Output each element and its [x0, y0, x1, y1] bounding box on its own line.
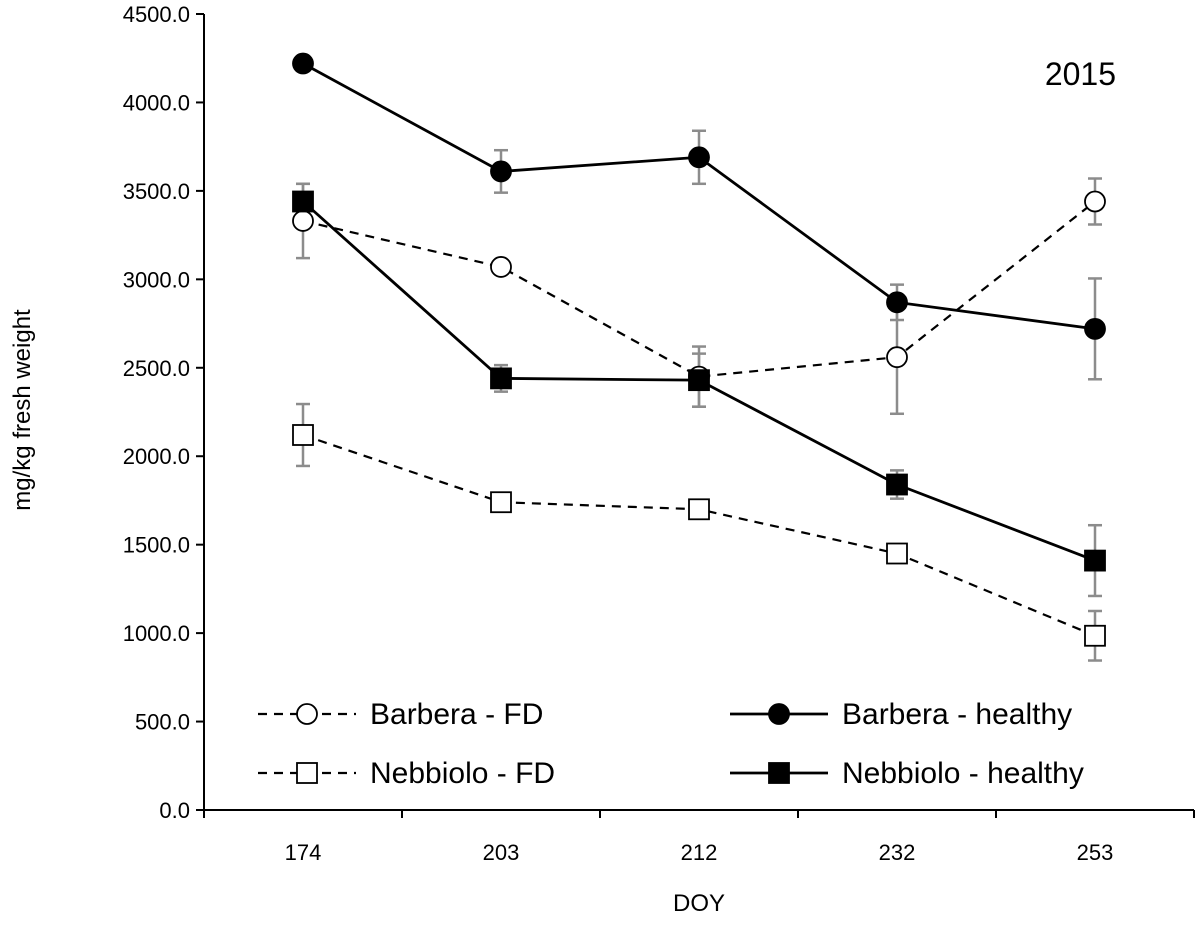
nebbiolo-fd-line	[302, 433, 1096, 637]
legend-label: Nebbiolo - FD	[370, 757, 555, 790]
y-axis-title: mg/kg fresh weight	[9, 309, 36, 511]
barbera-healthy-point	[490, 160, 512, 183]
x-tick-label: 212	[681, 840, 718, 865]
x-axis-title: DOY	[673, 890, 725, 917]
barbera-healthy-point	[886, 291, 908, 314]
legend-label: Barbera - FD	[370, 698, 543, 731]
barbera-healthy-point	[292, 52, 314, 75]
y-tick-label: 2000.0	[123, 444, 190, 469]
barbera-fd-point	[1084, 190, 1106, 213]
nebbiolo-fd-point	[292, 424, 314, 446]
nebbiolo-fd-point	[688, 498, 710, 521]
legend-entry-nebbiolo-healthy: Nebbiolo - healthy	[730, 757, 1084, 790]
barbera-healthy-line	[302, 62, 1096, 331]
nebbiolo-fd-point	[490, 491, 512, 514]
y-tick-label: 3500.0	[123, 179, 190, 204]
barbera-fd-point	[886, 346, 908, 369]
barbera-fd-line	[302, 200, 1096, 378]
y-tick-label: 1500.0	[123, 533, 190, 558]
year-annotation: 2015	[1045, 56, 1116, 92]
nebbiolo-healthy-point	[886, 473, 908, 496]
legend-marker	[768, 762, 790, 784]
legend-entry-barbera-fd: Barbera - FD	[258, 698, 543, 731]
chart-text: 2015 DOY mg/kg fresh weight	[9, 56, 1116, 917]
nebbiolo-healthy-point	[688, 369, 710, 392]
nebbiolo-healthy-point	[292, 190, 314, 213]
nebbiolo-fd-point	[1084, 624, 1106, 647]
barbera-healthy-point	[688, 146, 710, 169]
y-tick-label: 0.0	[159, 798, 190, 823]
x-tick-label: 174	[285, 840, 322, 865]
nebbiolo-healthy-point	[490, 367, 512, 390]
barbera-healthy-point	[1084, 317, 1106, 340]
axes: 0.0 500.0 1000.0 1500.0 2000.0 2500.0 3000.0 35…	[123, 2, 1195, 865]
barbera-fd-point	[292, 210, 314, 232]
series-markers	[292, 52, 1106, 647]
legend-marker	[296, 703, 318, 725]
y-tick-label: 4000.0	[123, 90, 190, 115]
legend-entry-barbera-healthy: Barbera - healthy	[730, 698, 1072, 731]
y-tick-label: 3000.0	[123, 267, 190, 292]
legend-label: Nebbiolo - healthy	[842, 757, 1084, 790]
legend-label: Barbera - healthy	[842, 698, 1072, 731]
x-tick-label: 203	[483, 840, 520, 865]
x-tick-label: 253	[1077, 840, 1114, 865]
legend-entry-nebbiolo-fd: Nebbiolo - FD	[258, 757, 555, 790]
nebbiolo-fd-point	[886, 542, 908, 565]
x-tick-label: 232	[879, 840, 916, 865]
y-tick-label: 2500.0	[123, 356, 190, 381]
legend-marker	[296, 762, 318, 784]
y-tick-label: 4500.0	[123, 2, 190, 27]
y-tick-label: 1000.0	[123, 621, 190, 646]
y-tick-label: 500.0	[135, 710, 190, 735]
legend-marker	[768, 703, 790, 725]
nebbiolo-healthy-point	[1084, 549, 1106, 572]
barbera-fd-point	[490, 256, 512, 278]
legend: Barbera - FD Barbera - healthy Nebbiolo - …	[258, 698, 1084, 790]
